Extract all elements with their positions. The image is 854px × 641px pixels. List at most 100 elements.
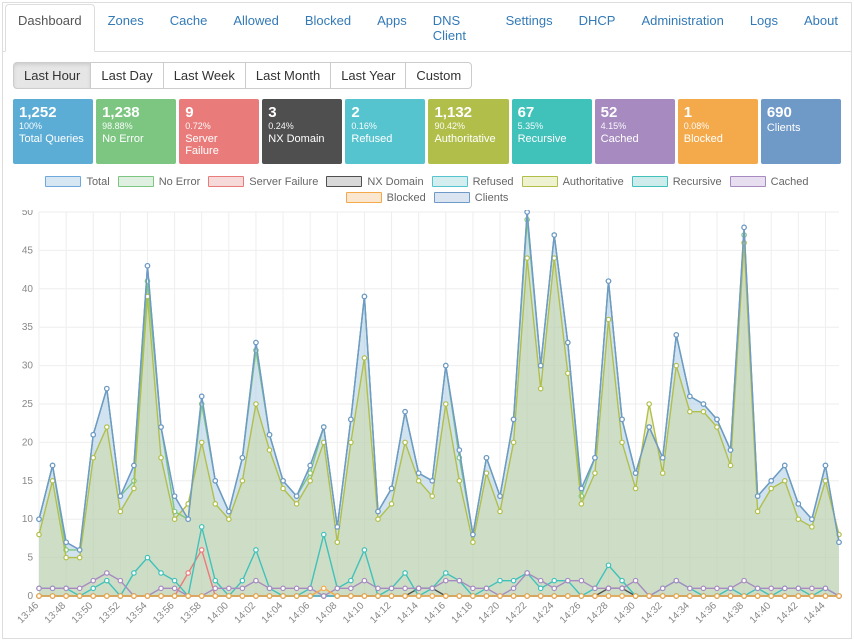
tab-administration[interactable]: Administration [628,4,736,52]
svg-text:40: 40 [22,284,34,295]
stat-value: 67 [518,104,586,121]
legend-server-failure[interactable]: Server Failure [208,176,318,188]
main-nav: DashboardZonesCacheAllowedBlockedAppsDNS… [3,3,851,52]
stat-pct: 0.08% [684,121,752,131]
stat-value: 3 [268,104,336,121]
stat-value: 1,132 [434,104,502,121]
tab-settings[interactable]: Settings [493,4,566,52]
tab-blocked[interactable]: Blocked [292,4,364,52]
stat-serverfail[interactable]: 90.72% Server Failure [179,99,259,164]
stat-value: 1,252 [19,104,87,121]
svg-text:20: 20 [22,437,34,448]
legend-clients[interactable]: Clients [434,192,509,204]
stat-total[interactable]: 1,252100%Total Queries [13,99,93,164]
time-custom[interactable]: Custom [405,62,472,89]
legend-label: Total [86,176,109,188]
stat-pct: 100% [19,121,87,131]
tab-apps[interactable]: Apps [364,4,420,52]
time-last-hour[interactable]: Last Hour [13,62,91,89]
tab-about[interactable]: About [791,4,851,52]
legend-swatch [434,192,470,203]
stat-recursive[interactable]: 675.35%Recursive [512,99,592,164]
stat-refused[interactable]: 20.16%Refused [345,99,425,164]
chart-legend: Total No Error Server Failure NX Domain Refu… [11,176,843,204]
svg-text:13:56: 13:56 [151,600,177,626]
tab-zones[interactable]: Zones [95,4,157,52]
svg-text:14:22: 14:22 [504,600,530,626]
legend-label: Clients [475,192,509,204]
legend-label: NX Domain [367,176,423,188]
svg-text:5: 5 [27,552,33,563]
legend-refused[interactable]: Refused [432,176,514,188]
svg-text:14:16: 14:16 [422,600,448,626]
time-last-day[interactable]: Last Day [90,62,163,89]
svg-text:13:46: 13:46 [16,600,42,626]
svg-text:14:36: 14:36 [694,600,720,626]
svg-text:14:38: 14:38 [721,600,747,626]
svg-text:30: 30 [22,360,34,371]
traffic-chart: 0510152025303540455013:4613:4813:5013:52… [11,210,845,634]
legend-total[interactable]: Total [45,176,109,188]
svg-text:14:04: 14:04 [260,600,286,626]
svg-text:14:00: 14:00 [205,600,231,626]
stat-pct: 4.15% [601,121,669,131]
stat-clients[interactable]: 690Clients [761,99,841,164]
stat-blocked[interactable]: 10.08%Blocked [678,99,758,164]
legend-label: Refused [473,176,514,188]
stat-label: Server Failure [185,133,253,158]
stat-cards: 1,252100%Total Queries1,23898.88%No Erro… [3,99,851,172]
svg-text:13:50: 13:50 [70,600,96,626]
stat-label: Refused [351,133,419,146]
stat-pct: 0.16% [351,121,419,131]
legend-no-error[interactable]: No Error [118,176,201,188]
svg-text:14:32: 14:32 [639,600,665,626]
svg-text:10: 10 [22,514,34,525]
svg-text:35: 35 [22,322,34,333]
svg-text:45: 45 [22,245,34,256]
svg-text:14:08: 14:08 [314,600,340,626]
stat-nxdomain[interactable]: 30.24%NX Domain [262,99,342,164]
tab-cache[interactable]: Cache [157,4,221,52]
stat-noerror[interactable]: 1,23898.88%No Error [96,99,176,164]
stat-cached[interactable]: 524.15% Cached [595,99,675,164]
legend-swatch [208,176,244,187]
svg-text:13:58: 13:58 [178,600,204,626]
legend-swatch [118,176,154,187]
tab-allowed[interactable]: Allowed [220,4,292,52]
time-last-year[interactable]: Last Year [330,62,406,89]
legend-swatch [632,176,668,187]
svg-text:14:18: 14:18 [450,600,476,626]
stat-label: Cached [601,133,669,146]
tab-dhcp[interactable]: DHCP [566,4,629,52]
stat-value: 9 [185,104,253,121]
tab-dns-client[interactable]: DNS Client [420,4,493,52]
tab-logs[interactable]: Logs [737,4,791,52]
dashboard-panel: DashboardZonesCacheAllowedBlockedAppsDNS… [2,2,852,639]
stat-value: 52 [601,104,669,121]
stat-authoritative[interactable]: 1,13290.42%Authoritative [428,99,508,164]
legend-swatch [346,192,382,203]
legend-label: Blocked [387,192,426,204]
svg-text:14:44: 14:44 [802,600,828,626]
legend-authoritative[interactable]: Authoritative [522,176,624,188]
legend-blocked[interactable]: Blocked [346,192,426,204]
stat-pct: 0.72% [185,121,253,131]
svg-text:13:54: 13:54 [124,600,150,626]
legend-label: No Error [159,176,201,188]
legend-recursive[interactable]: Recursive [632,176,722,188]
legend-swatch [522,176,558,187]
svg-text:14:06: 14:06 [287,600,313,626]
svg-text:25: 25 [22,399,34,410]
svg-text:14:14: 14:14 [395,600,421,626]
stat-pct: 98.88% [102,121,170,131]
time-last-week[interactable]: Last Week [163,62,246,89]
legend-label: Server Failure [249,176,318,188]
stat-label: NX Domain [268,133,336,146]
time-last-month[interactable]: Last Month [245,62,331,89]
tab-dashboard[interactable]: Dashboard [5,4,95,52]
legend-cached[interactable]: Cached [730,176,809,188]
svg-text:15: 15 [22,476,34,487]
legend-label: Recursive [673,176,722,188]
legend-nx-domain[interactable]: NX Domain [326,176,423,188]
svg-text:14:12: 14:12 [368,600,394,626]
